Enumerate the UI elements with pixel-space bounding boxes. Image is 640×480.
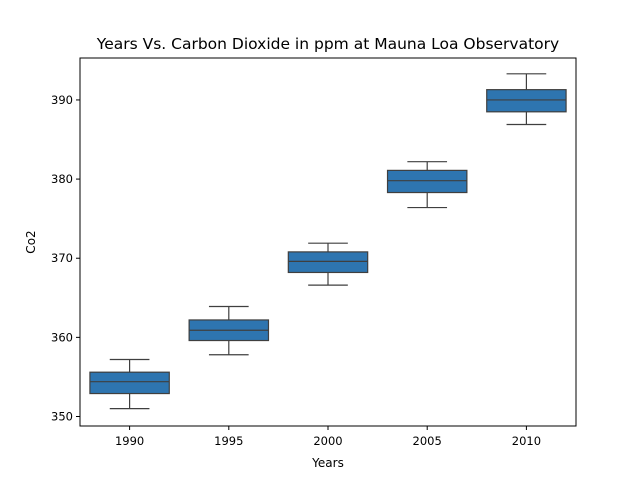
box-2005 [386,161,468,209]
y-tick-label: 370 [51,251,73,265]
x-tick-label: 2000 [313,434,342,448]
box-iqr [89,371,170,395]
box-2010 [486,73,567,126]
y-axis-label: Co2 [24,230,38,253]
chart-title: Years Vs. Carbon Dioxide in ppm at Mauna… [96,35,559,53]
y-tick-label: 350 [51,410,73,424]
x-tick-label: 1995 [214,434,243,448]
box-iqr [486,89,567,113]
y-axis-ticks: 350 360 370 380 390 [51,93,80,424]
x-axis-label: Years [311,456,344,470]
y-tick-label: 390 [51,93,73,107]
x-tick-label: 2010 [512,434,541,448]
x-axis-ticks: 1990 1995 2000 2005 2010 [115,426,541,448]
y-tick-label: 380 [51,172,73,186]
x-tick-label: 1990 [115,434,144,448]
y-tick-label: 360 [51,330,73,344]
box-iqr [386,169,468,194]
box-2000 [287,242,369,286]
box-series [89,73,567,410]
box-1995 [188,305,270,356]
plot-area-frame [79,57,577,427]
x-tick-label: 2005 [413,434,442,448]
box-iqr [287,251,369,274]
box-1990 [89,358,170,410]
